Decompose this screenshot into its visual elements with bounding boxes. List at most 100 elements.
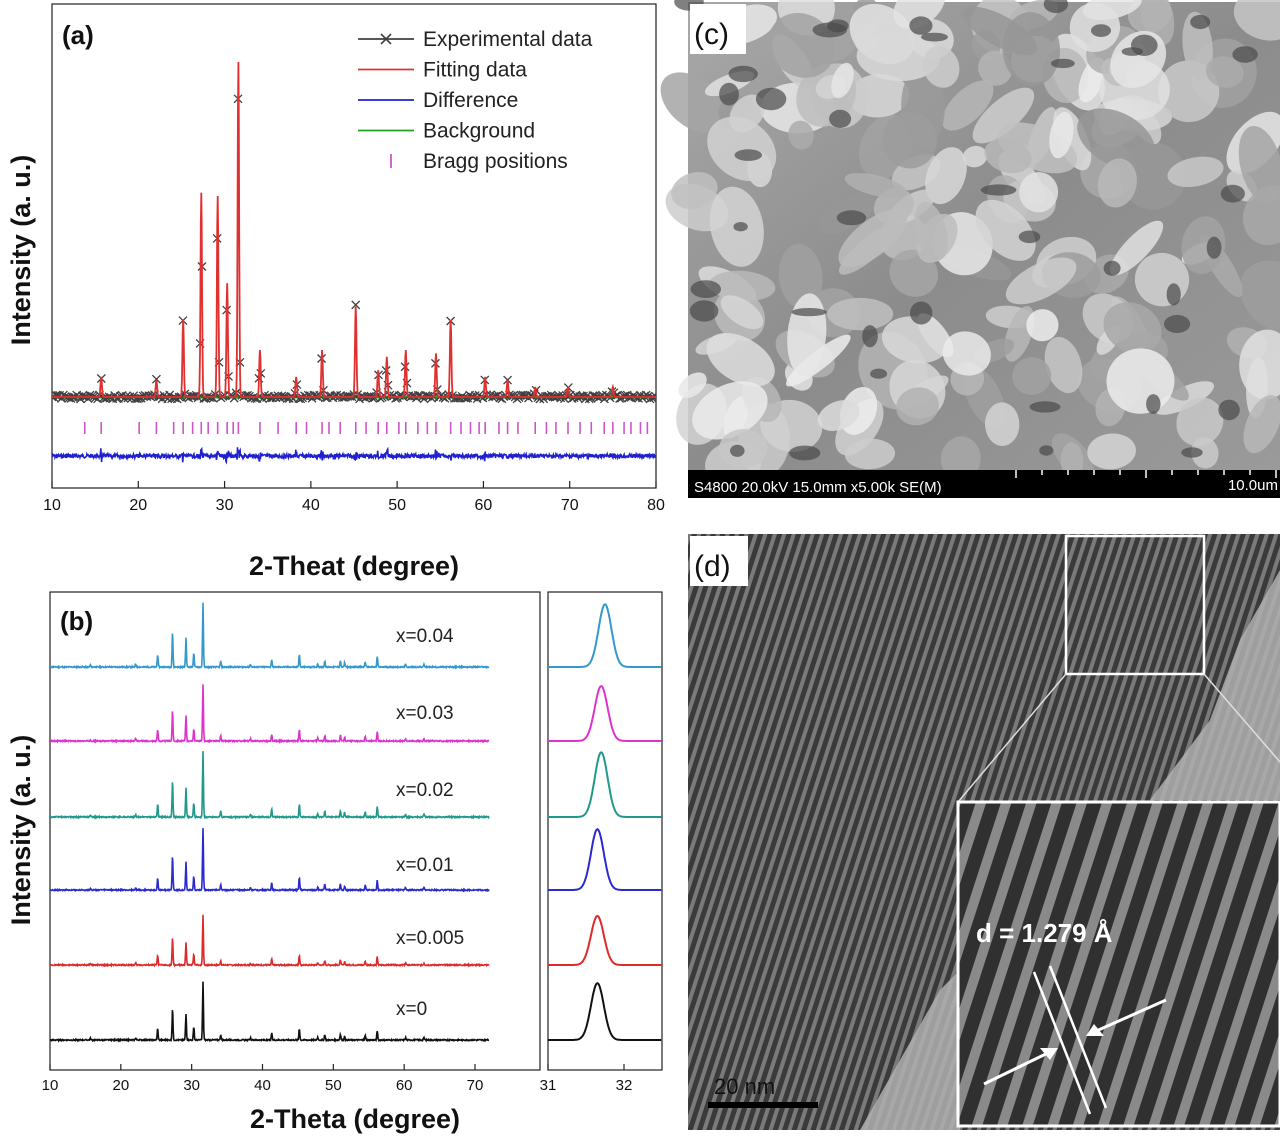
sem-particle (1181, 216, 1226, 275)
sem-gap (1220, 184, 1245, 203)
sem-gap (921, 32, 948, 42)
series-line (50, 602, 490, 671)
sem-gap (1091, 24, 1111, 37)
x-tick-label: 30 (216, 497, 234, 514)
experimental-point (151, 374, 161, 384)
experimental-point (225, 390, 235, 400)
sem-particle (827, 297, 894, 331)
panel-a-legend: Experimental data Fitting data Difference B… (358, 28, 593, 173)
experimental-point (229, 393, 239, 403)
sem-particle (1182, 11, 1213, 80)
sem-particle (1026, 309, 1059, 342)
x-tick-label: 70 (561, 497, 579, 514)
x-tick-label: 10 (43, 497, 61, 514)
sem-particle (1103, 302, 1162, 354)
series-line (50, 981, 490, 1043)
x-tick-label: 50 (388, 497, 406, 514)
sem-particle (984, 402, 1020, 446)
x-tick-label: 20 (112, 1077, 129, 1094)
sem-particle (1240, 260, 1280, 333)
sem-particle (1238, 125, 1280, 205)
sem-particle (720, 295, 764, 330)
sem-particle (882, 111, 937, 169)
panel-d-tem-image: d = 1.279 Å 20 nm (d) (688, 534, 1280, 1130)
sem-gap (1039, 445, 1054, 456)
x-tick-label: 70 (467, 1077, 484, 1094)
sem-particle (1176, 397, 1224, 447)
sem-particle (941, 80, 994, 131)
sem-particle (1243, 395, 1280, 454)
sem-gap (1190, 14, 1211, 30)
sem-particle (922, 45, 960, 88)
sem-particle (962, 145, 988, 168)
sem-particle (1005, 257, 1077, 305)
series-line (50, 684, 490, 745)
sem-gap (1164, 315, 1191, 333)
sem-particle (1239, 329, 1280, 400)
sem-particle (678, 372, 707, 399)
series-line (50, 751, 490, 820)
experimental-markers (52, 94, 656, 404)
sem-particle (1242, 185, 1280, 245)
sem-particle (844, 438, 896, 470)
sem-scale-text: 10.0um (1228, 477, 1278, 494)
sem-gap (1103, 260, 1121, 276)
sem-gap (689, 300, 719, 322)
sem-particle (940, 436, 981, 481)
sem-particle (707, 116, 777, 182)
sem-gap (1166, 283, 1181, 306)
x-tick-label: 30 (183, 1077, 200, 1094)
sem-gap (980, 184, 1017, 196)
sem-particle (1233, 0, 1280, 41)
sem-particle (844, 172, 907, 199)
sem-gap (836, 210, 867, 226)
experimental-point (98, 393, 108, 403)
experimental-point (451, 393, 461, 403)
sem-gap (1218, 399, 1240, 421)
sem-gap (829, 109, 852, 128)
sem-particle (856, 32, 941, 82)
x-tick-label: 80 (647, 497, 665, 514)
x-tick-label: 60 (475, 497, 493, 514)
sem-gap (1131, 34, 1158, 56)
sem-particle (1012, 357, 1052, 395)
sem-gap (789, 445, 821, 461)
sem-gap (1050, 58, 1075, 69)
panel-a-chart: (a) 10 20 30 40 50 60 70 80 2-Theat (degree) In… (6, 3, 665, 581)
sem-gap (1181, 447, 1203, 458)
series-zoom-line (548, 828, 662, 891)
difference-line (52, 446, 656, 465)
sem-particle (692, 381, 768, 440)
series-zoom-line (548, 603, 662, 668)
sem-particle (975, 199, 1036, 261)
panel-b-chart: (b) x=0.04 x=0.03 x=0.02 x=0.01 x=0.005 x=0 1… (6, 591, 663, 1134)
panel-a-label: (a) (62, 20, 94, 50)
series-label: x=0 (396, 999, 427, 1020)
tem-scale-text: 20 nm (714, 1074, 775, 1099)
sem-gap (730, 444, 745, 457)
sem-particle (1110, 220, 1164, 276)
sem-gap (862, 325, 878, 348)
sem-gap (910, 301, 933, 325)
sem-gap (733, 222, 748, 232)
sem-info-text: S4800 20.0kV 15.0mm x5.00k SE(M) (694, 479, 942, 496)
x-tick-label: 20 (129, 497, 147, 514)
legend-entry: Difference (423, 89, 518, 112)
sem-gap (1146, 394, 1161, 414)
sem-particle (1049, 111, 1074, 159)
sem-gap (870, 368, 888, 379)
x-tick-label: 40 (302, 497, 320, 514)
sem-particle (778, 243, 823, 309)
sem-gap (791, 308, 827, 317)
legend-entry: Fitting data (423, 59, 527, 82)
sem-gap (826, 19, 849, 33)
tem-inset: d = 1.279 Å (956, 800, 1280, 1128)
sem-particle (706, 332, 775, 387)
sem-particle (788, 120, 814, 150)
x-tick-label: 10 (42, 1077, 59, 1094)
experimental-point (503, 375, 513, 385)
legend-entry: Experimental data (423, 28, 593, 51)
sem-particle (1019, 172, 1059, 213)
sem-gap (690, 280, 721, 298)
